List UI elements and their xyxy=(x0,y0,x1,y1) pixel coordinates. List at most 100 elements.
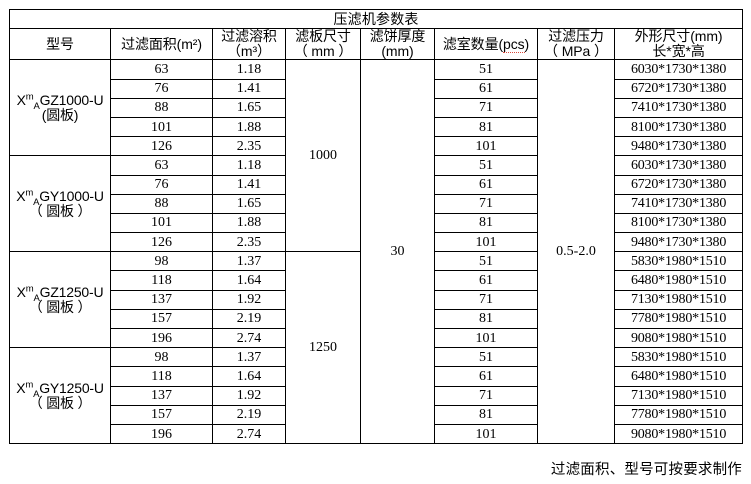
model-note: （ 圆板 ） xyxy=(28,394,92,411)
filter-volume-value: 2.74 xyxy=(212,328,286,349)
overall-size-value: 6030*1730*1380 xyxy=(613,155,744,176)
filter-area-value: 118 xyxy=(110,366,213,387)
filter-volume-value: 2.74 xyxy=(212,423,286,445)
model-suffix: GY1000-U xyxy=(39,187,104,204)
filter-volume-value: 1.92 xyxy=(212,385,286,406)
header-overall-size-line1: 外形尺寸(mm) xyxy=(634,28,723,45)
filter-volume-value: 1.41 xyxy=(212,78,286,99)
model-note: （ 圆板 ） xyxy=(28,298,92,315)
table-row: 76 1.41 61 6720*1730*1380 xyxy=(10,174,744,195)
filter-area-value: 63 xyxy=(110,59,213,80)
overall-size-value: 9480*1730*1380 xyxy=(613,232,744,253)
overall-size-value: 9080*1980*1510 xyxy=(613,328,744,349)
overall-size-value: 9080*1980*1510 xyxy=(613,423,744,445)
model-prefix: X xyxy=(16,187,26,204)
table-row: 196 2.74 101 9080*1980*1510 xyxy=(10,423,744,445)
header-cake-thickness: 滤饼厚度 (mm) xyxy=(360,28,435,61)
table-row: 137 1.92 71 7130*1980*1510 xyxy=(10,385,744,406)
chamber-count-value: 71 xyxy=(434,193,538,214)
plate-size-value: 1250 xyxy=(285,251,361,445)
filter-area-value: 76 xyxy=(110,174,213,195)
model-superscript: m xyxy=(25,187,34,199)
cake-thickness-value: 30 xyxy=(360,59,435,445)
filter-volume-value: 1.37 xyxy=(212,347,286,368)
table-header-row: 型号 过滤面积(m²) 过滤溶积 （m³） 滤板尺寸（ mm ）滤饼厚度 (mm) 滤室数量… xyxy=(9,28,744,61)
header-filter-pressure-paren-open: （ xyxy=(544,43,562,60)
table-row: XmAGY1250-U （ 圆板 ） 98 1.37 51 5830*1980*1510 xyxy=(9,347,744,445)
filter-volume-value: 1.64 xyxy=(212,366,286,387)
overall-size-value: 7410*1730*1380 xyxy=(613,193,744,214)
header-overall-size-line2: 长*宽*高 xyxy=(652,43,705,60)
chamber-count-value: 101 xyxy=(434,423,538,445)
overall-size-value: 6480*1980*1510 xyxy=(613,270,744,291)
filter-volume-value: 1.65 xyxy=(212,193,286,214)
filter-volume-value: 2.35 xyxy=(212,232,286,253)
footer-note: 过滤面积、型号可按要求制作 xyxy=(550,462,742,478)
filter-volume-value: 1.41 xyxy=(212,174,286,195)
header-cake-thickness-line2: (mm) xyxy=(381,43,414,60)
model-subscript: A xyxy=(33,196,40,208)
model-name-cell: XmAGY1000-U （ 圆板 ） xyxy=(9,155,111,253)
filter-volume-value: 1.92 xyxy=(212,289,286,310)
filter-area-value: 126 xyxy=(110,136,213,157)
overall-size-value: 8100*1730*1380 xyxy=(613,116,744,138)
overall-size-value: 5830*1980*1510 xyxy=(613,251,744,272)
overall-size-value: 7780*1980*1510 xyxy=(613,308,744,330)
table-row: 157 2.19 81 7780*1980*1510 xyxy=(10,404,744,425)
header-filter-pressure-paren-close: ） xyxy=(590,43,608,60)
spellcheck-underline-pcs: pcs xyxy=(503,35,525,53)
chamber-count-value: 81 xyxy=(434,404,538,425)
model-superscript: m xyxy=(25,378,34,390)
table-title-row: 压滤机参数表 xyxy=(8,8,744,30)
model-prefix: X xyxy=(16,379,26,396)
chamber-count-value: 81 xyxy=(434,212,538,234)
chamber-count-value: 61 xyxy=(434,366,538,387)
table-row: XmAGZ1000-U (圆板) 63 1.18 1000 30 51 0.5-2.0 6030… xyxy=(9,59,744,445)
model-code: XmAGZ1000-U xyxy=(11,91,110,111)
header-filter-pressure: 过滤压力（ MPa ） xyxy=(537,28,615,61)
chamber-count-value: 101 xyxy=(434,136,538,157)
chamber-count-value: 81 xyxy=(434,116,538,138)
chamber-count-value: 71 xyxy=(434,385,538,406)
overall-size-value: 7780*1980*1510 xyxy=(613,404,744,425)
spellcheck-underline-mpa: MPa xyxy=(561,43,591,60)
filter-area-value: 137 xyxy=(110,289,213,310)
model-superscript: m xyxy=(25,282,34,294)
overall-size-value: 7130*1980*1510 xyxy=(613,289,744,310)
chamber-count-value: 61 xyxy=(434,270,538,291)
filter-volume-value: 2.19 xyxy=(212,308,286,330)
chamber-count-value: 81 xyxy=(434,308,538,330)
model-subscript: A xyxy=(33,388,40,400)
filter-volume-value: 1.64 xyxy=(212,270,286,291)
header-filter-volume-line1: 过滤溶积 xyxy=(221,28,277,45)
filter-volume-value: 1.18 xyxy=(212,155,286,176)
header-plate-size-line1: 滤板尺寸 xyxy=(295,28,351,45)
filter-area-value: 196 xyxy=(110,328,213,349)
overall-size-value: 9480*1730*1380 xyxy=(613,136,744,157)
filter-volume-value: 1.88 xyxy=(212,212,286,234)
model-code: XmAGY1000-U xyxy=(11,187,110,207)
header-chamber-count: 滤室数量(pcs) xyxy=(434,28,538,61)
filter-volume-value: 2.35 xyxy=(212,136,286,157)
table-row: 196 2.74 101 9080*1980*1510 xyxy=(10,328,744,349)
overall-size-value: 6480*1980*1510 xyxy=(613,366,744,387)
model-suffix: GY1250-U xyxy=(39,379,104,396)
header-plate-size-line2: （ mm ） xyxy=(293,43,353,60)
model-note: (圆板) xyxy=(41,106,79,123)
model-superscript: m xyxy=(25,91,34,103)
chamber-count-value: 71 xyxy=(434,97,538,118)
header-chamber-count-tail: ) xyxy=(524,35,530,52)
header-overall-size: 外形尺寸(mm) 长*宽*高 xyxy=(613,28,744,61)
model-suffix: GZ1250-U xyxy=(39,283,104,300)
overall-size-value: 8100*1730*1380 xyxy=(613,212,744,234)
filter-area-value: 157 xyxy=(110,308,213,330)
header-filter-volume-line2: （m³） xyxy=(227,43,271,60)
header-model: 型号 xyxy=(9,28,111,61)
model-name-cell: XmAGZ1000-U (圆板) xyxy=(9,59,111,157)
header-chamber-count-text: 滤室数量( xyxy=(442,35,504,52)
model-name-cell: XmAGY1250-U （ 圆板 ） xyxy=(9,347,111,445)
header-filter-pressure-line2: （ MPa ） xyxy=(539,43,614,60)
model-prefix: X xyxy=(16,91,26,108)
overall-size-value: 6030*1730*1380 xyxy=(613,59,744,80)
model-subscript: A xyxy=(33,100,40,112)
